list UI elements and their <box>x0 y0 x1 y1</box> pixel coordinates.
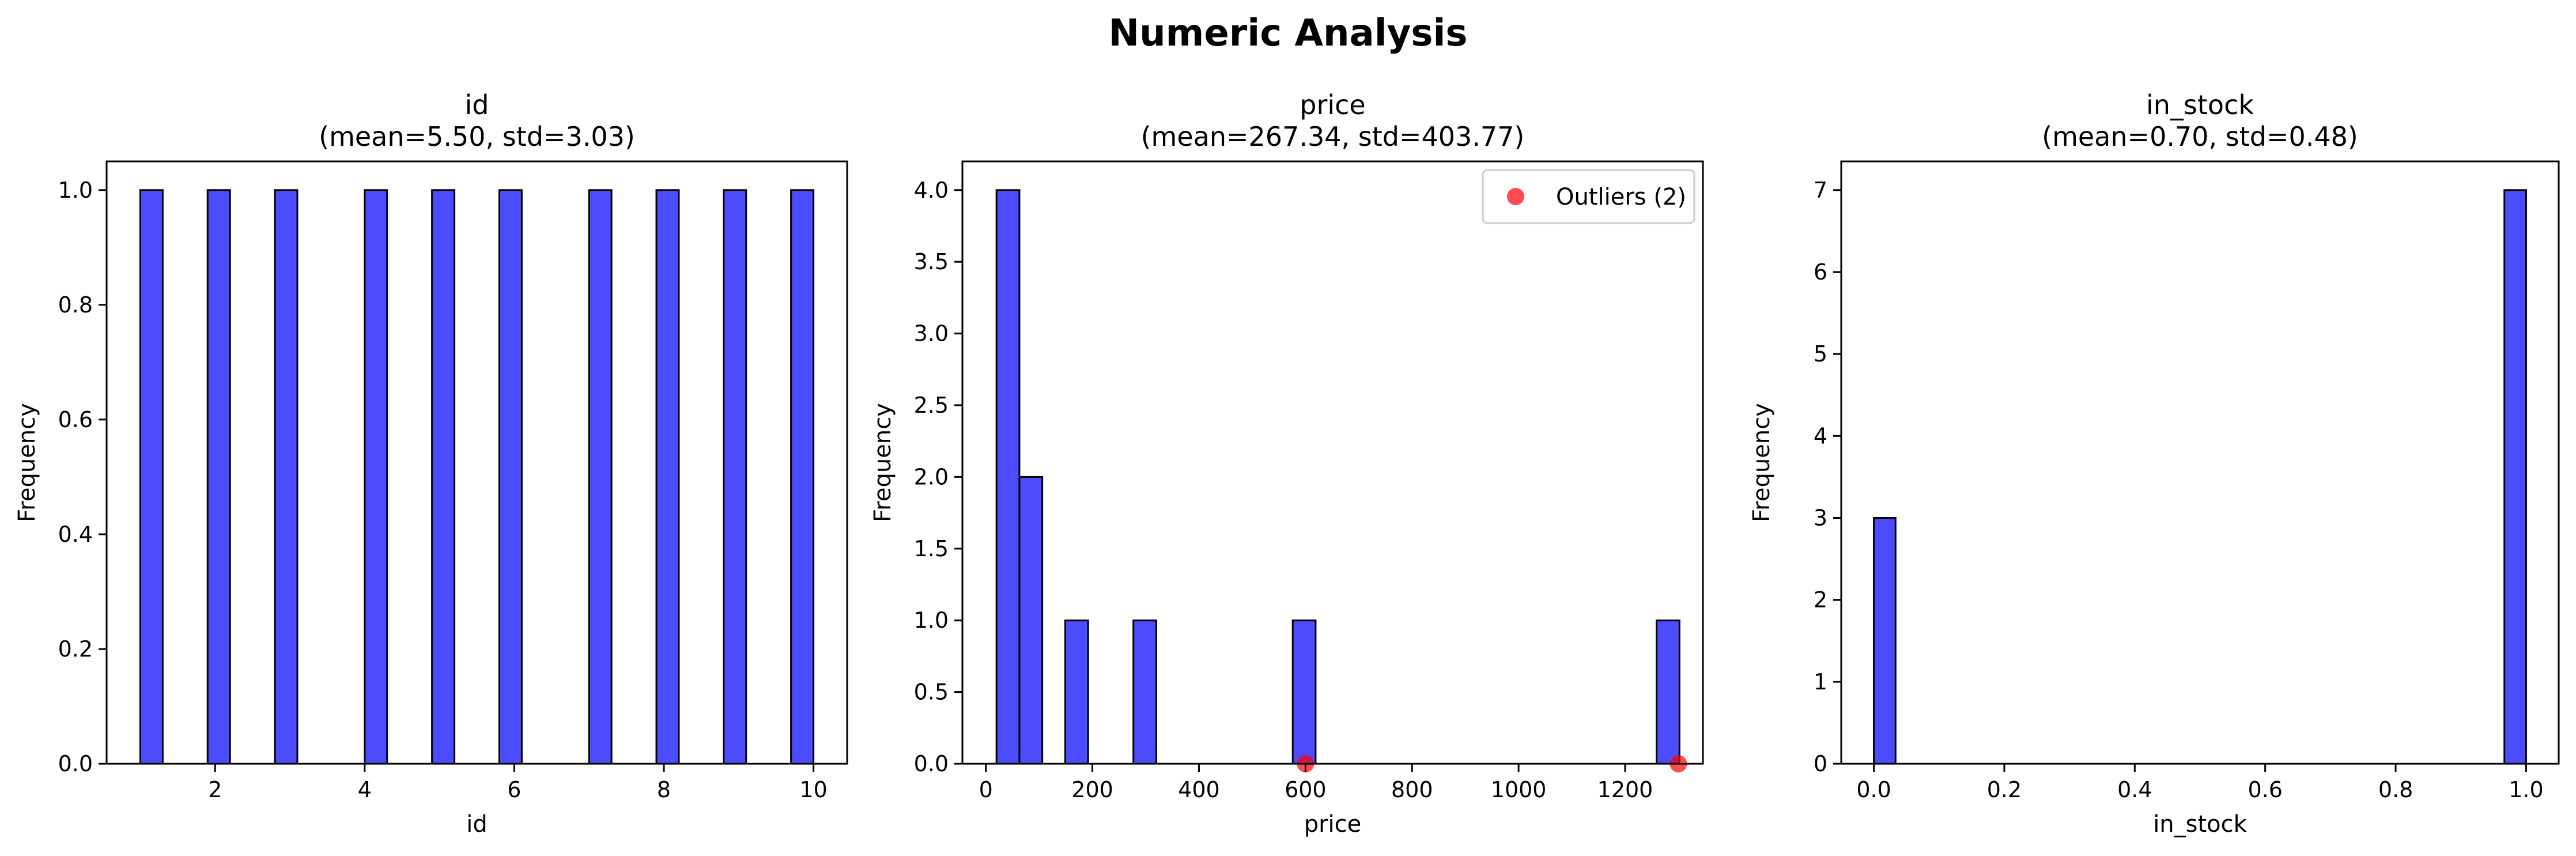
x-tick-label: 1200 <box>1597 777 1653 802</box>
y-tick-label: 5 <box>1814 341 1827 367</box>
x-tick-label: 4 <box>358 777 372 802</box>
x-tick-label: 0.8 <box>2378 777 2413 802</box>
y-tick-label: 1.5 <box>914 536 949 561</box>
y-tick-label: 0.2 <box>58 636 93 662</box>
histogram-bar <box>790 189 815 765</box>
x-tick-label: 200 <box>1071 777 1113 802</box>
legend: Outliers (2) <box>1482 169 1695 224</box>
x-tick-label: 6 <box>507 777 521 802</box>
x-tick-label: 600 <box>1285 777 1327 802</box>
subplot-title: id <box>465 89 489 120</box>
y-tick-label: 3 <box>1814 505 1827 530</box>
y-tick-label: 0.4 <box>58 522 93 547</box>
y-tick-label: 3.0 <box>914 321 949 346</box>
y-tick-label: 7 <box>1814 178 1827 203</box>
subplot-subtitle: (mean=0.70, std=0.48) <box>2042 121 2358 152</box>
chart-panel-in_stock: in_stock(mean=0.70, std=0.48)0.0 0.2 0.4 0.… <box>1748 89 2560 838</box>
x-tick-label: 0.0 <box>1856 777 1891 802</box>
x-axis-label: price <box>1304 811 1362 838</box>
histogram-bar <box>1064 619 1089 765</box>
histogram-bar <box>1291 619 1317 765</box>
x-tick-label: 2 <box>208 777 222 802</box>
subplot-subtitle: (mean=5.50, std=3.03) <box>319 121 635 152</box>
y-tick-label: 1.0 <box>58 178 93 203</box>
axes-frame <box>105 160 848 765</box>
x-tick-label: 1000 <box>1491 777 1547 802</box>
y-axis-label: Frequency <box>14 403 40 522</box>
figure-title: Numeric Analysis <box>1108 12 1468 55</box>
y-tick-label: 1.0 <box>914 608 949 633</box>
histogram-bar <box>1873 516 1897 765</box>
axes-frame <box>1840 160 2560 765</box>
histogram-bar <box>1132 619 1158 765</box>
axes-frame <box>961 160 1704 765</box>
y-tick-label: 6 <box>1814 259 1827 285</box>
y-tick-label: 1 <box>1814 669 1827 695</box>
subplot-title: in_stock <box>2146 89 2254 120</box>
legend-box <box>1482 169 1695 224</box>
y-tick-label: 0.6 <box>58 407 93 432</box>
y-axis-label: Frequency <box>870 403 896 522</box>
y-tick-label: 3.5 <box>914 249 949 274</box>
y-tick-label: 4 <box>1814 423 1827 448</box>
y-tick-label: 2.0 <box>914 464 949 489</box>
histogram-bar <box>1656 619 1680 765</box>
y-tick-label: 2 <box>1814 587 1827 613</box>
x-tick-label: 1.0 <box>2509 777 2543 802</box>
histogram-bar <box>431 189 456 765</box>
x-tick-label: 0 <box>979 777 993 802</box>
subplot-subtitle: (mean=267.34, std=403.77) <box>1141 121 1525 152</box>
y-tick-label: 0.5 <box>914 680 949 705</box>
histogram-bar <box>139 189 164 765</box>
chart-panel-id: id(mean=5.50, std=3.03)2 4 6 8 100.00.20.40.… <box>14 89 848 838</box>
y-tick-label: 0.8 <box>58 292 93 318</box>
histogram-bar <box>2503 189 2527 765</box>
x-tick-label: 0.4 <box>2117 777 2152 802</box>
x-tick-label: 0.2 <box>1987 777 2022 802</box>
histogram-bar <box>588 189 613 765</box>
histogram-bar <box>274 189 299 765</box>
histogram-bar <box>498 189 523 765</box>
legend-label: Outliers (2) <box>1556 184 1686 210</box>
histogram-bar <box>723 189 747 765</box>
y-tick-label: 0.0 <box>914 751 949 776</box>
x-axis-label: in_stock <box>2153 811 2247 838</box>
x-tick-label: 8 <box>657 777 671 802</box>
histogram-bar <box>1018 476 1044 765</box>
y-tick-label: 2.5 <box>914 393 949 418</box>
y-tick-label: 0 <box>1814 751 1827 776</box>
histogram-bar <box>655 189 680 765</box>
histogram-bar <box>995 189 1021 765</box>
x-tick-label: 10 <box>799 777 827 802</box>
x-tick-label: 800 <box>1391 777 1433 802</box>
histogram-bar <box>364 189 388 765</box>
y-axis-label: Frequency <box>1748 403 1775 522</box>
histogram-bar <box>206 189 231 765</box>
x-tick-label: 400 <box>1178 777 1220 802</box>
subplot-title: price <box>1300 89 1365 120</box>
x-tick-label: 0.6 <box>2248 777 2282 802</box>
y-tick-label: 0.0 <box>58 751 93 776</box>
y-tick-label: 4.0 <box>914 178 949 203</box>
x-axis-label: id <box>466 811 488 838</box>
legend-marker <box>1507 188 1524 205</box>
chart-panel-price: price(mean=267.34, std=403.77)0 200 400 600… <box>870 89 1704 838</box>
